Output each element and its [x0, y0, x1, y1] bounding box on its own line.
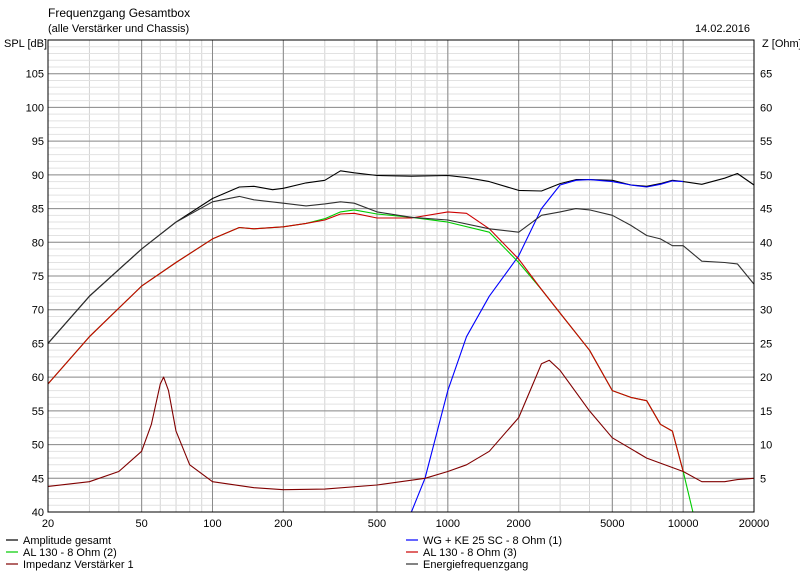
y-tick-label-right: 5: [760, 473, 766, 485]
y-tick-label-right: 40: [760, 237, 772, 249]
x-tick-label: 500: [368, 518, 386, 530]
series-line-4: [47, 211, 684, 472]
y-tick-label-left: 75: [32, 271, 44, 283]
y-tick-label-right: 50: [760, 170, 772, 182]
series-line-1: [47, 170, 755, 344]
y-tick-label-right: 30: [760, 305, 772, 317]
y-tick-label-left: 40: [32, 507, 44, 519]
y-tick-label-right: 15: [760, 406, 772, 418]
y-tick-label-left: 85: [32, 204, 44, 216]
y-tick-label-right: 65: [760, 69, 772, 81]
chart-subtitle: (alle Verstärker und Chassis): [48, 23, 189, 35]
grid-major: [48, 40, 754, 512]
x-tick-label: 50: [136, 518, 148, 530]
y-tick-label-left: 80: [32, 237, 44, 249]
x-tick-label: 100: [203, 518, 221, 530]
series-line-6: [47, 195, 755, 344]
y-tick-label-left: 105: [26, 69, 44, 81]
x-tick-label: 5000: [600, 518, 624, 530]
series-layer: [47, 170, 755, 513]
x-tick-label: 2000: [506, 518, 530, 530]
series-line-2: [410, 179, 684, 513]
y-tick-label-right: 10: [760, 440, 772, 452]
legend-label: Impedanz Verstärker 1: [23, 559, 134, 571]
x-tick-label: 10000: [668, 518, 699, 530]
plot-frame: [47, 39, 755, 513]
y-axis-right-label: Z [Ohm]: [762, 38, 800, 50]
y-tick-label-left: 65: [32, 338, 44, 350]
legend-label: WG + KE 25 SC - 8 Ohm (1): [423, 535, 562, 547]
legend-label: AL 130 - 8 Ohm (3): [423, 547, 517, 559]
y-tick-label-right: 45: [760, 204, 772, 216]
legend-label: AL 130 - 8 Ohm (2): [23, 547, 117, 559]
y-tick-label-right: 20: [760, 372, 772, 384]
y-tick-label-right: 55: [760, 136, 772, 148]
y-tick-label-left: 50: [32, 440, 44, 452]
chart-title: Frequenzgang Gesamtbox: [48, 6, 190, 20]
x-tick-label: 200: [274, 518, 292, 530]
y-tick-label-left: 60: [32, 372, 44, 384]
series-line-5: [47, 359, 755, 491]
legend-label: Amplitude gesamt: [23, 535, 111, 547]
y-tick-label-left: 100: [26, 102, 44, 114]
legend-label: Energiefrequenzgang: [423, 559, 528, 571]
y-tick-label-right: 60: [760, 102, 772, 114]
y-tick-label-left: 90: [32, 170, 44, 182]
legend: Amplitude gesamt WG + KE 25 SC - 8 Ohm (1…: [6, 535, 562, 571]
x-tick-label: 20: [42, 518, 54, 530]
y-tick-label-right: 25: [760, 338, 772, 350]
x-tick-label: 20000: [739, 518, 770, 530]
y-tick-label-right: 35: [760, 271, 772, 283]
y-tick-label-left: 55: [32, 406, 44, 418]
y-tick-label-left: 95: [32, 136, 44, 148]
y-tick-label-left: 70: [32, 305, 44, 317]
chart-date: 14.02.2016: [695, 23, 750, 35]
y-tick-label-left: 45: [32, 473, 44, 485]
x-tick-label: 1000: [436, 518, 460, 530]
y-axis-left-label: SPL [dB]: [4, 38, 47, 50]
tick-labels: 20 50 100 200 500 1000 2000 5000 10000 20000 40 45 5…: [26, 69, 773, 530]
